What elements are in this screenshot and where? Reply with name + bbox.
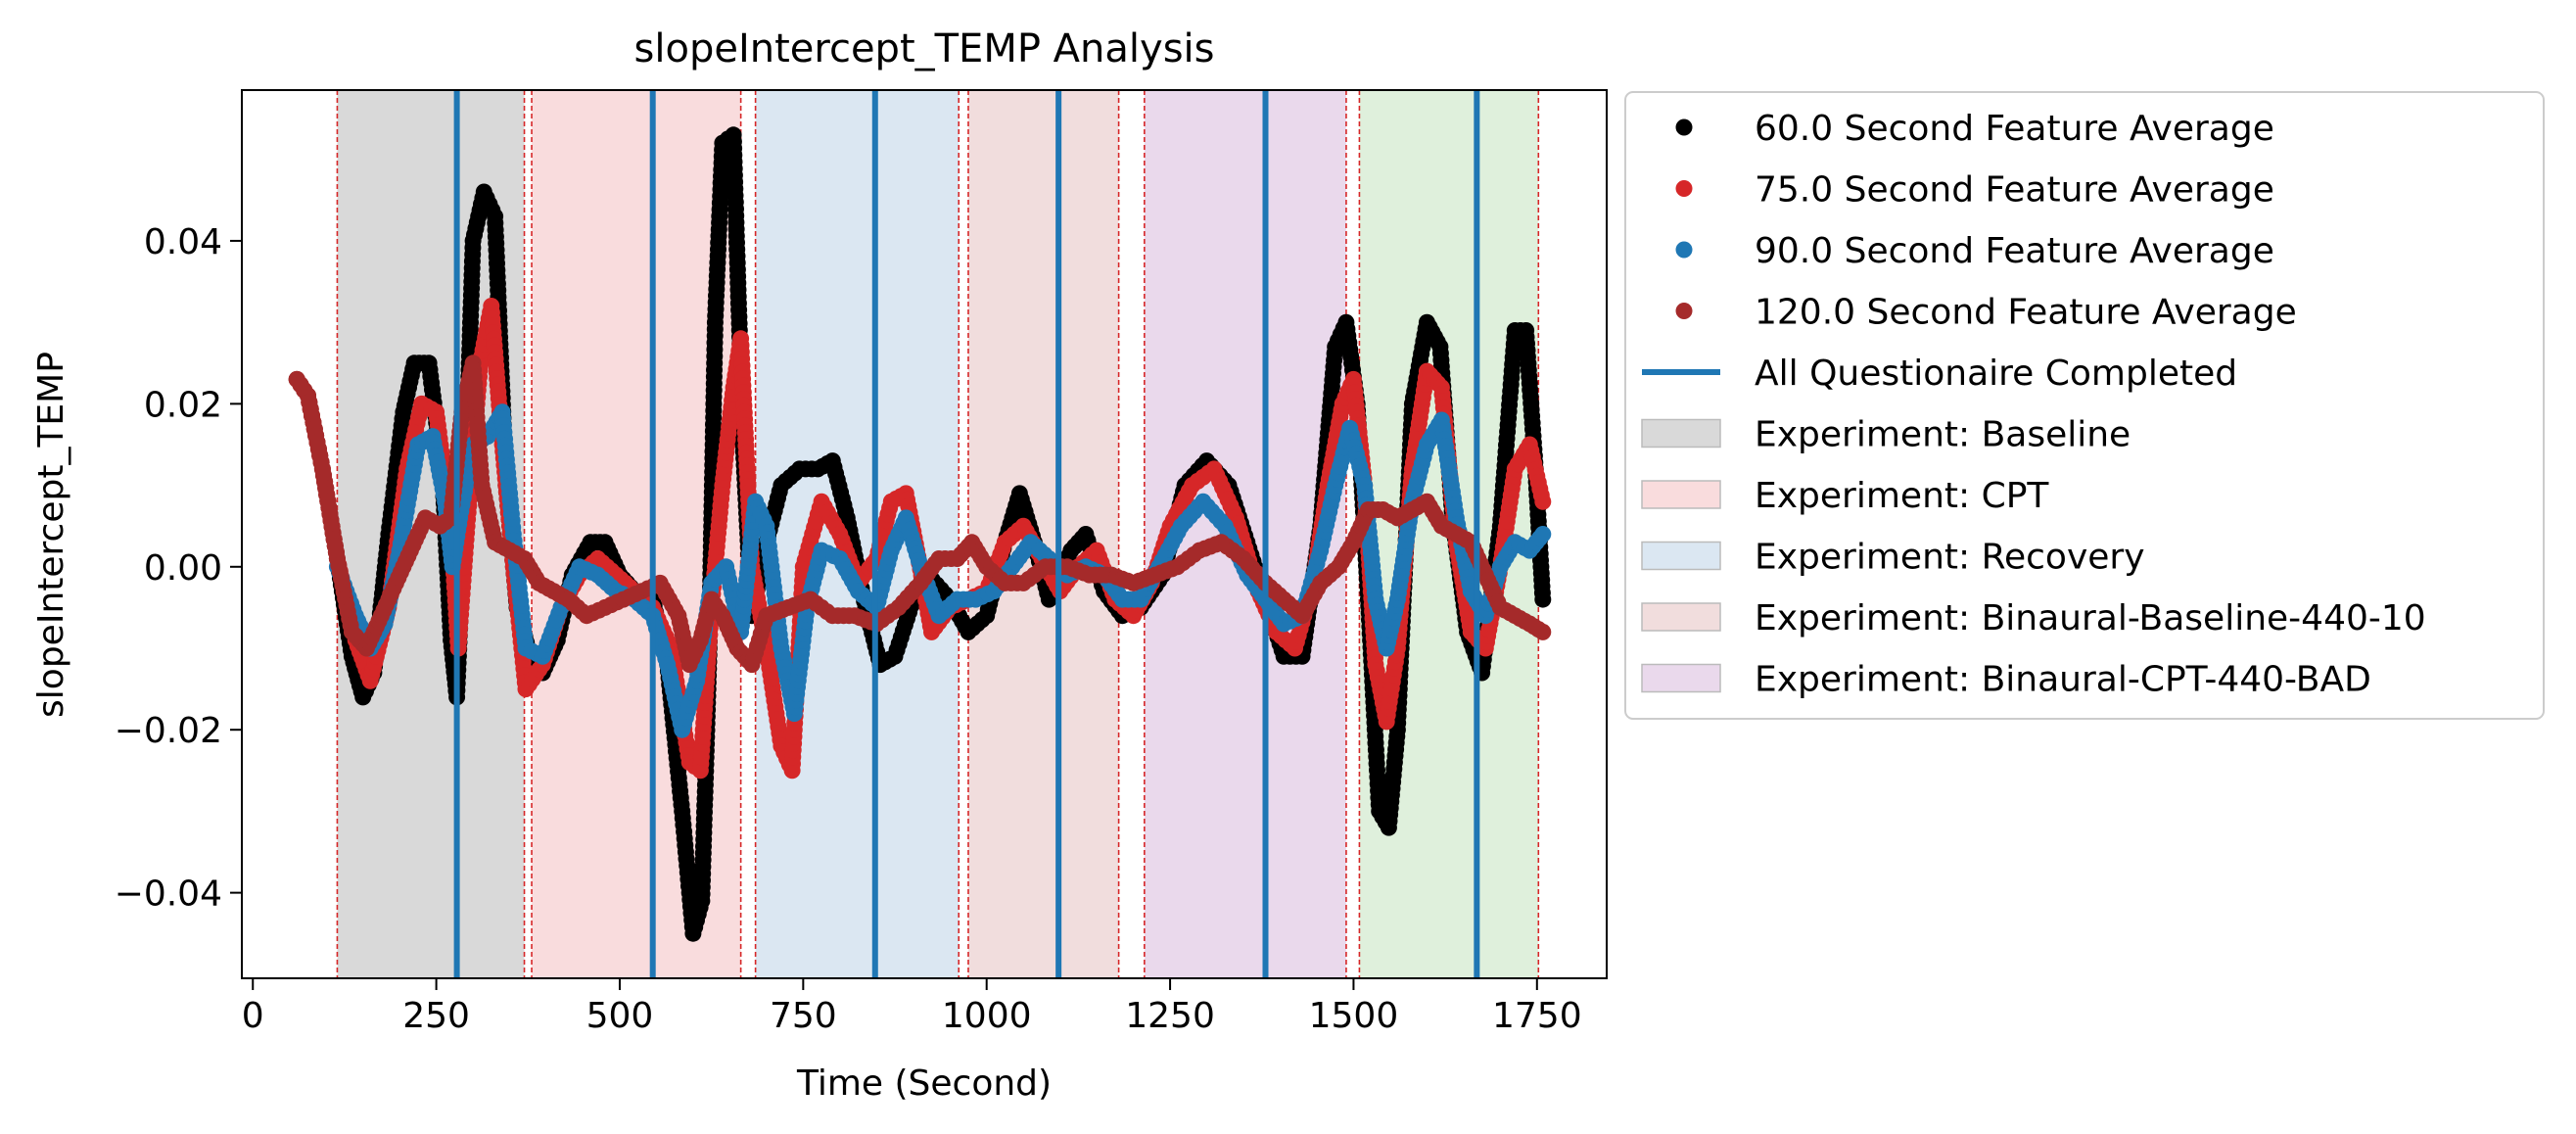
- plot-frame: [241, 89, 1608, 979]
- legend-marker: [1675, 303, 1693, 319]
- questionnaire-lines: [453, 90, 1480, 978]
- x-tick-label: 1500: [1309, 996, 1399, 1036]
- y-axis: −0.04 −0.02 0.00 0.02 0.04: [115, 222, 242, 915]
- legend-patch: [1641, 602, 1721, 632]
- legend-patch: [1641, 418, 1721, 449]
- legend-label: 75.0 Second Feature Average: [1755, 170, 2274, 211]
- x-tick-label: 1250: [1125, 996, 1215, 1036]
- legend-item-8: Experiment: Binaural-Baseline-440-10: [1641, 598, 2426, 638]
- data-point: [1534, 591, 1552, 608]
- y-tick-label: 0.00: [144, 548, 222, 589]
- experiment-band-3: [967, 90, 1119, 978]
- data-point: [1534, 623, 1552, 640]
- y-tick-label: −0.02: [115, 711, 222, 751]
- x-axis: 0 250 500 750 1000 1250 1500 1750: [242, 978, 1582, 1036]
- legend-patch: [1641, 541, 1721, 571]
- experiment-boundary-lines: [336, 90, 1540, 978]
- legend-item-3: 120.0 Second Feature Average: [1675, 293, 2297, 333]
- legend-marker: [1675, 180, 1693, 197]
- legend-marker: [1675, 118, 1693, 136]
- data-point: [1534, 493, 1552, 510]
- legend-item-5: Experiment: Baseline: [1641, 415, 2131, 455]
- legend-frame: [1624, 91, 2545, 720]
- data-point: [1534, 526, 1552, 543]
- legend-items: 60.0 Second Feature Average 75.0 Second F…: [1641, 109, 2426, 700]
- y-axis-label: slopeIntercept_TEMP: [31, 352, 71, 718]
- y-tick-label: 0.04: [144, 222, 222, 262]
- y-tick-label: 0.02: [144, 385, 222, 425]
- x-tick-label: 750: [770, 996, 837, 1036]
- legend-label: 120.0 Second Feature Average: [1755, 293, 2297, 333]
- legend-item-4: All Questionaire Completed: [1642, 354, 2237, 394]
- legend-item-6: Experiment: CPT: [1641, 476, 2049, 516]
- legend-label: All Questionaire Completed: [1755, 354, 2237, 394]
- chart-title: slopeIntercept_TEMP Analysis: [634, 26, 1215, 71]
- legend-label: 60.0 Second Feature Average: [1755, 109, 2274, 149]
- legend-item-1: 75.0 Second Feature Average: [1675, 170, 2274, 211]
- data-series: [288, 126, 1552, 942]
- series-3: [288, 354, 1552, 674]
- legend-patch: [1641, 480, 1721, 509]
- legend-item-7: Experiment: Recovery: [1641, 538, 2145, 578]
- x-tick-label: 1000: [942, 996, 1032, 1036]
- legend-marker: [1675, 241, 1693, 259]
- legend-label: Experiment: Binaural-CPT-440-BAD: [1755, 660, 2371, 700]
- legend: 60.0 Second Feature Average 75.0 Second F…: [1624, 91, 2545, 720]
- legend-label: Experiment: CPT: [1755, 476, 2049, 516]
- legend-item-0: 60.0 Second Feature Average: [1675, 109, 2274, 149]
- x-tick-label: 0: [242, 996, 264, 1036]
- legend-item-9: Experiment: Binaural-CPT-440-BAD: [1641, 660, 2371, 700]
- x-tick-label: 250: [402, 996, 470, 1036]
- y-tick-label: −0.04: [115, 874, 222, 915]
- legend-patch: [1641, 663, 1721, 693]
- x-axis-label: Time (Second): [796, 1063, 1052, 1104]
- legend-label: Experiment: Baseline: [1755, 415, 2131, 455]
- legend-label: Experiment: Recovery: [1755, 538, 2145, 578]
- legend-label: Experiment: Binaural-Baseline-440-10: [1755, 598, 2426, 638]
- legend-item-2: 90.0 Second Feature Average: [1675, 231, 2274, 271]
- plot-area: [241, 89, 1608, 979]
- x-tick-label: 1750: [1492, 996, 1582, 1036]
- legend-label: 90.0 Second Feature Average: [1755, 231, 2274, 271]
- x-tick-label: 500: [586, 996, 654, 1036]
